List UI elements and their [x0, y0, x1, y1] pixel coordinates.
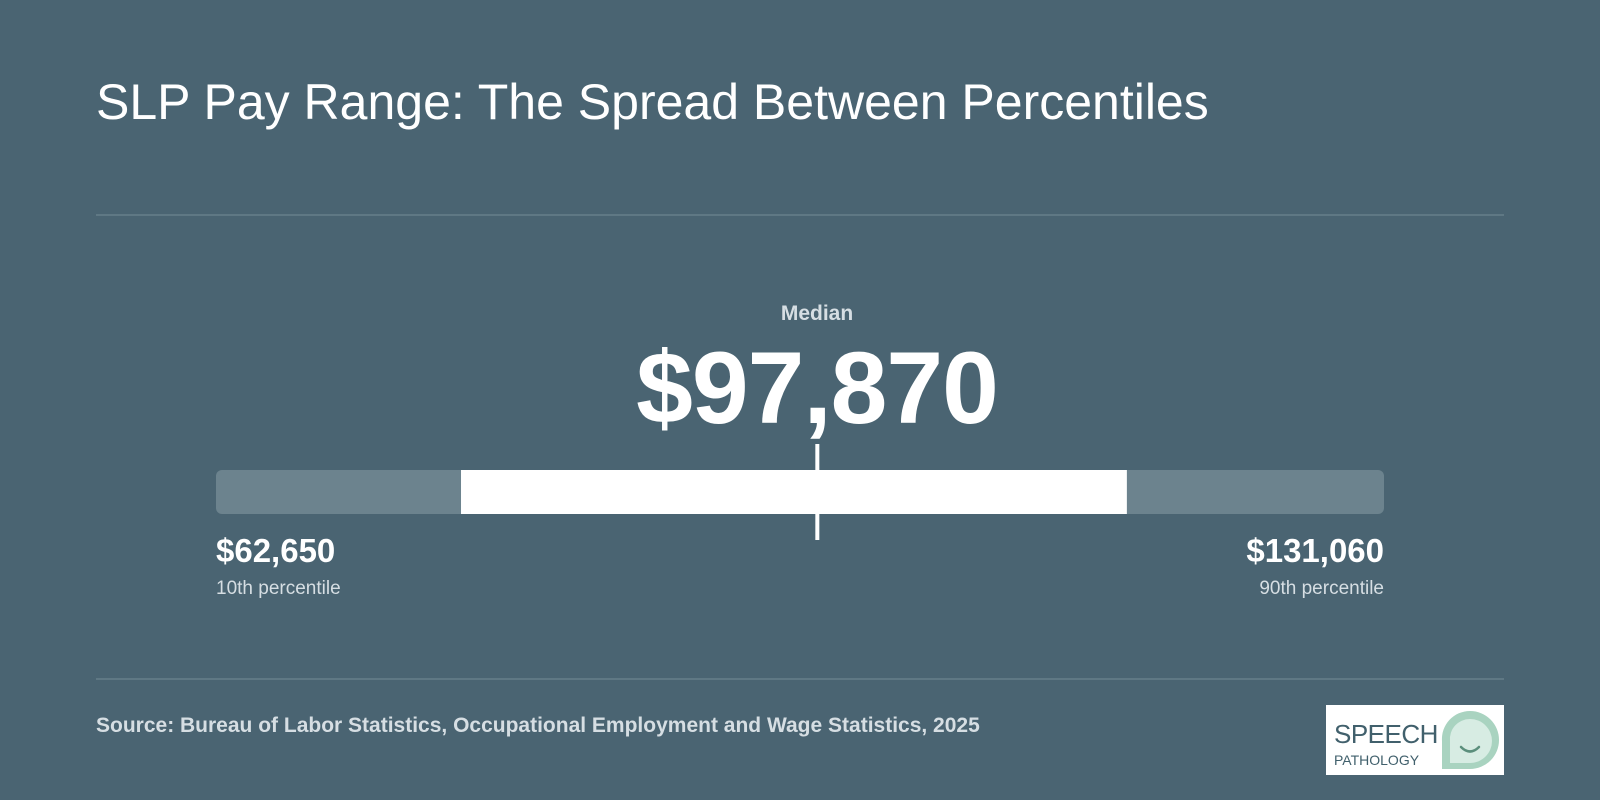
logo-text-speech: SPEECH — [1334, 719, 1438, 749]
low-percentile-value: $62,650 — [216, 532, 336, 569]
interpercentile-range-bar — [461, 470, 1127, 514]
source-note: Source: Bureau of Labor Statistics, Occu… — [96, 714, 980, 737]
high-percentile-label: 90th percentile — [1259, 578, 1384, 599]
median-label: Median — [780, 302, 854, 325]
page-title: SLP Pay Range: The Spread Between Percen… — [96, 74, 1209, 130]
speech-pathology-logo: SPEECH PATHOLOGY — [1326, 705, 1504, 775]
logo-text-pathology: PATHOLOGY — [1334, 752, 1420, 768]
bottom-divider — [96, 678, 1504, 680]
median-marker — [815, 444, 820, 540]
speech-bubble-icon — [1441, 710, 1500, 769]
median-value: $97,870 — [636, 331, 999, 445]
top-divider — [96, 214, 1504, 216]
high-percentile-value: $131,060 — [1246, 532, 1384, 569]
low-percentile-label: 10th percentile — [216, 578, 341, 599]
